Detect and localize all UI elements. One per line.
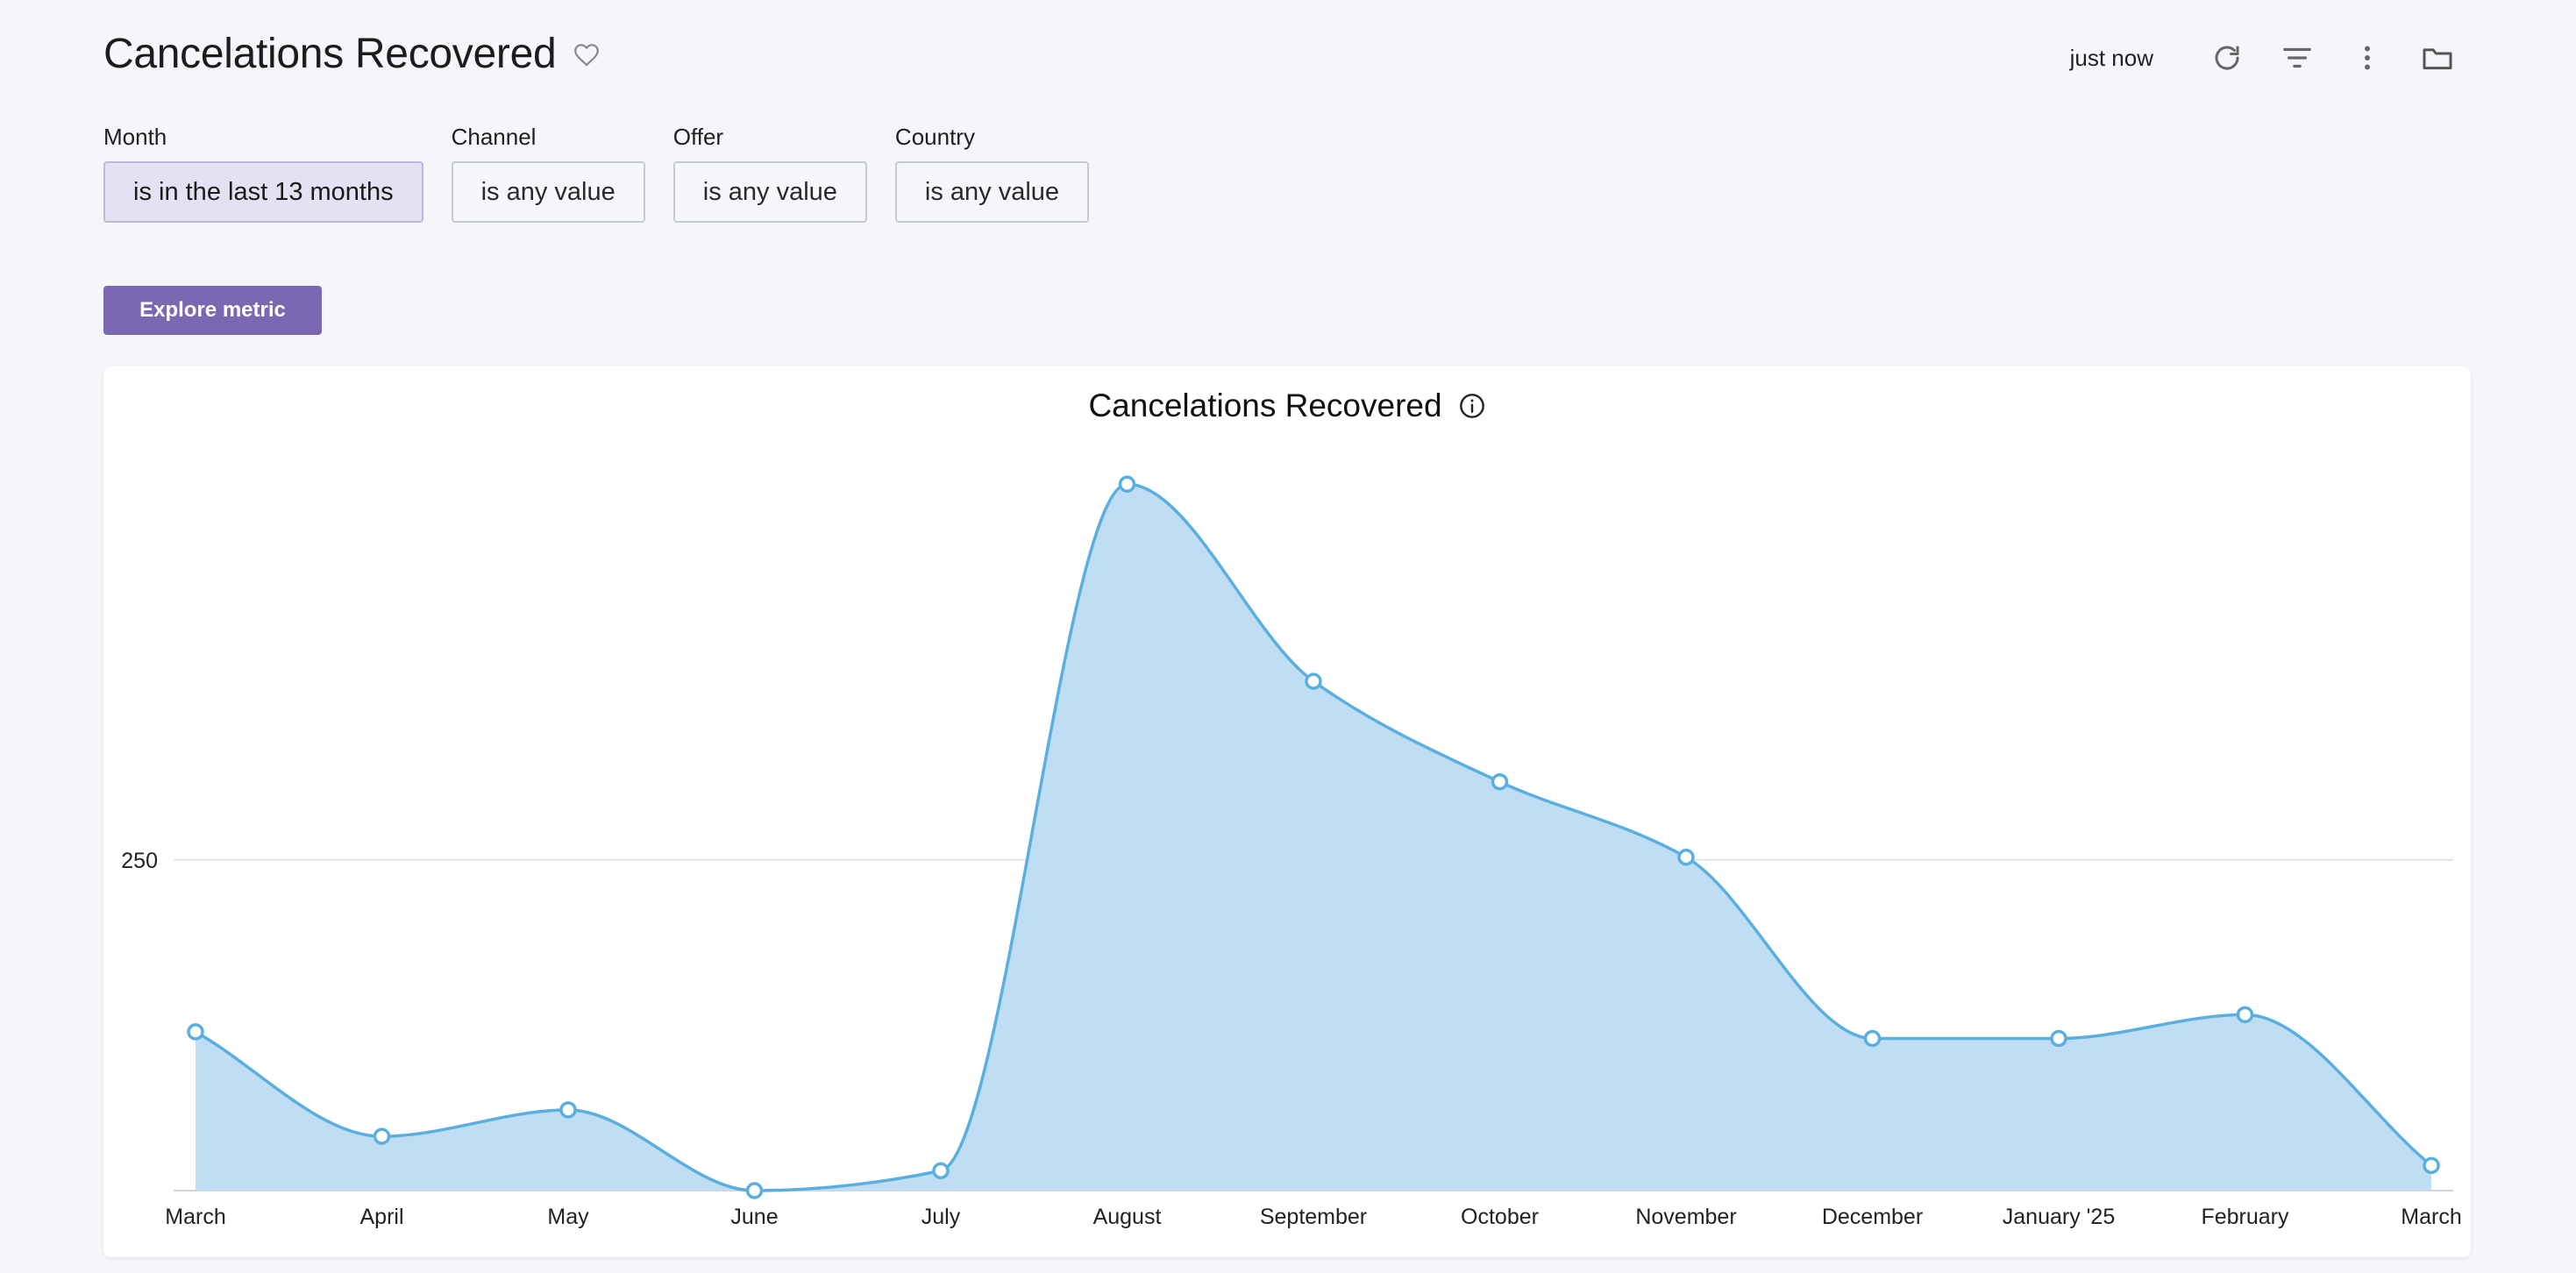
axis-labels: 250 March April May June July August September O… bbox=[121, 849, 2461, 1229]
folder-icon[interactable] bbox=[2420, 40, 2455, 75]
filter-offer-button[interactable]: is any value bbox=[672, 161, 867, 223]
filter-label: Offer bbox=[672, 124, 724, 150]
x-tick-label: December bbox=[1822, 1205, 1923, 1229]
filter-offer: Offer is any value bbox=[672, 123, 867, 223]
data-point[interactable] bbox=[187, 1023, 204, 1041]
filter-country-button[interactable]: is any value bbox=[894, 161, 1090, 223]
data-point[interactable] bbox=[1491, 772, 1509, 791]
filter-bar: Month is in the last 13 months Channel i… bbox=[103, 123, 1117, 223]
x-tick-label: June bbox=[730, 1205, 778, 1229]
x-tick-label: July bbox=[922, 1205, 961, 1229]
chart-title-row: Cancelations Recovered bbox=[103, 388, 2471, 424]
filter-label: Month bbox=[103, 124, 167, 150]
filter-channel-button[interactable]: is any value bbox=[451, 161, 645, 223]
x-tick-label: April bbox=[359, 1205, 403, 1229]
page-title: Cancelations Recovered bbox=[103, 31, 557, 77]
filter-label: Country bbox=[894, 124, 975, 150]
data-point[interactable] bbox=[2423, 1156, 2440, 1175]
x-tick-label: March bbox=[165, 1205, 225, 1229]
refresh-icon[interactable] bbox=[2210, 40, 2245, 75]
filter-month-button[interactable]: is in the last 13 months bbox=[103, 161, 423, 223]
x-tick-label: November bbox=[1635, 1205, 1736, 1229]
series-line bbox=[195, 482, 2433, 1192]
data-point[interactable] bbox=[2050, 1029, 2067, 1048]
x-tick-label: February bbox=[2201, 1205, 2289, 1229]
area-chart: 250 March April May June July August September O… bbox=[121, 475, 2462, 1229]
filter-month: Month is in the last 13 months bbox=[103, 123, 423, 223]
chart-title: Cancelations Recovered bbox=[1088, 388, 1442, 423]
data-point[interactable] bbox=[1118, 475, 1136, 493]
x-tick-label: May bbox=[547, 1205, 589, 1229]
data-point[interactable] bbox=[1305, 672, 1322, 690]
filter-icon[interactable] bbox=[2280, 40, 2315, 75]
x-tick-label: January '25 bbox=[2003, 1205, 2115, 1229]
info-icon[interactable] bbox=[1458, 392, 1486, 420]
x-tick-label: October bbox=[1461, 1205, 1539, 1229]
explore-metric-button[interactable]: Explore metric bbox=[103, 286, 322, 335]
dashboard-toolbar: just now bbox=[2070, 40, 2455, 75]
filter-channel: Channel is any value bbox=[451, 123, 645, 223]
data-point[interactable] bbox=[1677, 849, 1695, 866]
series-area bbox=[196, 484, 2431, 1191]
data-point[interactable] bbox=[745, 1182, 764, 1199]
data-point[interactable] bbox=[559, 1101, 577, 1119]
x-tick-label: September bbox=[1260, 1205, 1367, 1229]
data-point[interactable] bbox=[1863, 1029, 1882, 1048]
x-tick-label: August bbox=[1093, 1205, 1162, 1229]
filter-country: Country is any value bbox=[894, 123, 1090, 223]
data-point[interactable] bbox=[932, 1162, 950, 1180]
y-tick-label: 250 bbox=[121, 849, 158, 873]
filter-label: Channel bbox=[451, 124, 537, 150]
heart-icon[interactable] bbox=[572, 39, 601, 69]
chart-card: 250 March April May June July August September O… bbox=[103, 366, 2471, 1257]
last-refreshed-text: just now bbox=[2069, 44, 2153, 71]
x-tick-label: March bbox=[2401, 1205, 2461, 1229]
data-points bbox=[187, 475, 2440, 1199]
data-point[interactable] bbox=[373, 1127, 391, 1145]
more-vertical-icon[interactable] bbox=[2350, 40, 2385, 75]
header: Cancelations Recovered bbox=[103, 30, 601, 78]
data-point[interactable] bbox=[2236, 1006, 2254, 1024]
